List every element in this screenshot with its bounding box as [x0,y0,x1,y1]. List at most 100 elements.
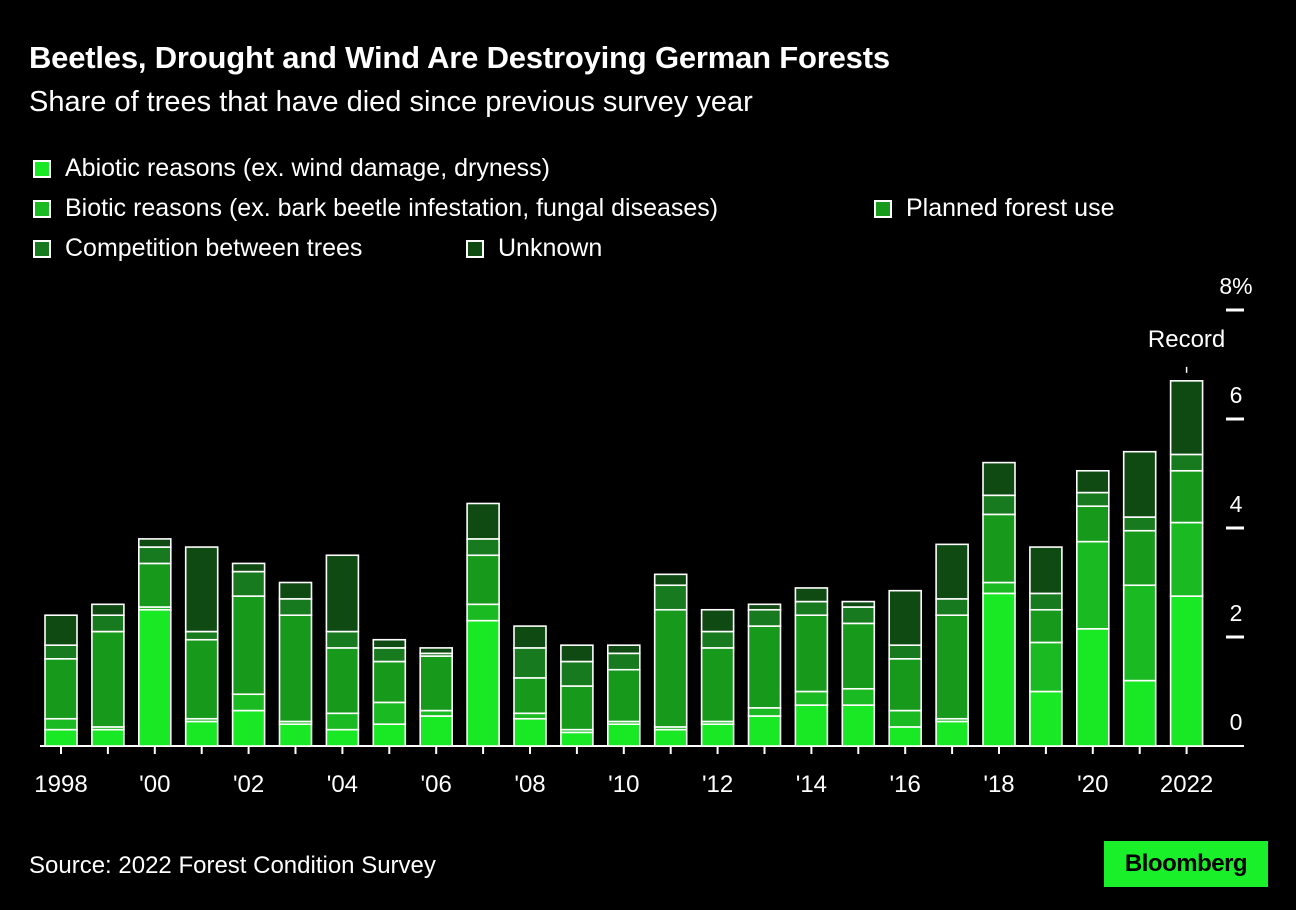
bar-segment-unknown-2001 [184,546,219,633]
bloomberg-logo: Bloomberg [1104,841,1268,887]
bar-segment-abiotic-2004 [325,728,360,747]
bar-segment-unknown-2022 [1169,380,1204,456]
bar-segment-unknown-2012 [700,608,735,633]
x-tick-label: '06 [421,771,452,798]
bar-segment-unknown-2004 [325,554,360,633]
bar-segment-unknown-2007 [466,502,500,540]
bar-segment-abiotic-2015 [841,704,876,747]
bar-segment-abiotic-2014 [794,704,829,747]
bar-segment-unknown-2016 [888,589,923,646]
bar-segment-unknown-2000 [138,538,172,548]
bar-segment-unknown-1998 [44,614,78,646]
bar-segment-unknown-2017 [935,543,969,600]
bar-segment-biotic-2014 [794,690,829,706]
bar-segment-competition-2004 [325,630,360,649]
bar-segment-biotic-2006 [419,709,454,717]
bar-segment-unknown-2005 [372,638,407,649]
bar-segment-abiotic-2006 [419,715,454,747]
bar-segment-unknown-2015 [841,600,876,608]
bar-segment-unknown-2018 [982,461,1016,497]
bar-segment-unknown-2019 [1029,546,1063,595]
bar-segment-abiotic-2016 [888,726,923,747]
bar-segment-planned-1998 [44,657,78,720]
bar-segment-abiotic-2013 [747,715,782,747]
legend-swatch-competition [33,239,51,258]
bar-segment-biotic-1998 [44,717,78,731]
bar-segment-abiotic-2020 [1076,628,1110,747]
x-tick-label: '12 [702,771,733,798]
chart-subtitle: Share of trees that have died since prev… [29,86,753,118]
y-tick-label: 2 [1230,600,1243,626]
bar-segment-competition-2010 [606,652,641,671]
bar-segment-competition-2014 [794,600,829,617]
bar-segment-planned-2011 [653,608,688,728]
legend-swatch-abiotic [33,159,51,178]
legend-swatch-biotic [33,199,51,218]
bar-segment-abiotic-2011 [653,728,688,747]
bar-segment-biotic-2018 [982,581,1016,595]
legend-label-competition: Competition between trees [65,234,363,262]
y-tick-label: 8% [1219,273,1252,299]
bar-segment-unknown-2020 [1076,469,1110,494]
bar-segment-biotic-2007 [466,603,500,622]
bar-segment-planned-2014 [794,614,829,693]
x-tick-label: '04 [327,771,358,798]
legend-label-planned: Planned forest use [906,194,1115,222]
bar-segment-planned-2015 [841,622,876,690]
bar-segment-planned-2000 [138,562,172,608]
x-tick-label: '14 [796,771,827,798]
bar-segment-competition-2015 [841,606,876,625]
bar-segment-competition-2008 [513,647,547,679]
bar-segment-abiotic-2018 [982,592,1016,747]
bar-segment-biotic-2013 [747,707,782,717]
bar-segment-planned-2010 [606,668,641,723]
bar-segment-abiotic-2000 [138,608,172,747]
source-note: Source: 2022 Forest Condition Survey [29,852,436,879]
bar-segment-planned-2016 [888,657,923,712]
bar-segment-abiotic-2022 [1169,595,1204,747]
bar-segment-biotic-2016 [888,709,923,728]
bar-segment-unknown-2009 [560,644,594,663]
bar-segment-abiotic-1998 [44,728,78,747]
bar-segment-competition-2021 [1122,516,1157,532]
x-tick-label: '00 [139,771,170,798]
bar-segment-planned-2001 [184,638,219,720]
x-tick-label: '16 [890,771,921,798]
bar-segment-competition-2000 [138,546,172,565]
bar-segment-abiotic-1999 [91,728,125,747]
bar-segment-biotic-2020 [1076,540,1110,630]
bar-segment-planned-2002 [231,595,266,696]
x-tick-label: '10 [608,771,639,798]
legend-item-abiotic: Abiotic reasons (ex. wind damage, drynes… [33,154,550,183]
bar-segment-abiotic-2019 [1029,690,1063,747]
bar-segment-planned-2005 [372,660,407,704]
bar-segment-unknown-1999 [91,603,125,616]
bar-segment-planned-2006 [419,655,454,712]
y-tick-label: 4 [1230,491,1243,517]
bar-segment-planned-2017 [935,614,969,720]
bar-segment-competition-2022 [1169,453,1204,472]
bar-segment-unknown-2014 [794,587,829,603]
bar-segment-competition-2007 [466,538,500,557]
bar-segment-biotic-2008 [513,712,547,720]
bar-segment-abiotic-2012 [700,723,735,747]
bar-segment-competition-2019 [1029,592,1063,611]
bar-segment-biotic-2021 [1122,584,1157,682]
x-tick-label: '20 [1077,771,1108,798]
bar-segment-biotic-2002 [231,693,266,712]
bar-segment-abiotic-2008 [513,717,547,747]
legend-item-biotic: Biotic reasons (ex. bark beetle infestat… [33,194,718,223]
bar-segment-planned-2021 [1122,529,1157,587]
bar-segment-planned-2020 [1076,505,1110,543]
y-tick-label: 6 [1230,382,1243,408]
legend-item-planned: Planned forest use [874,194,1114,223]
bar-segment-abiotic-2002 [231,709,266,747]
bar-segment-unknown-2011 [653,573,688,587]
bar-segment-planned-2004 [325,647,360,715]
chart-title: Beetles, Drought and Wind Are Destroying… [29,40,890,75]
bar-segment-abiotic-2003 [278,723,313,747]
bar-segment-unknown-2021 [1122,450,1157,518]
bar-segment-unknown-2006 [419,647,454,655]
bar-segment-competition-2005 [372,647,407,663]
bar-segment-planned-2018 [982,513,1016,584]
